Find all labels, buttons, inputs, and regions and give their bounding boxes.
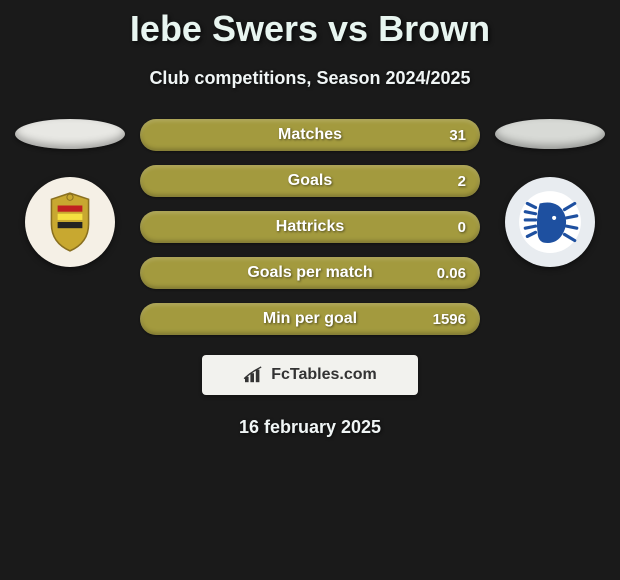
- right-club-crest: [505, 177, 595, 267]
- left-player-column: [10, 119, 130, 267]
- stat-label: Hattricks: [276, 218, 344, 236]
- left-club-crest: [25, 177, 115, 267]
- stat-row-hattricks: Hattricks 0: [140, 211, 480, 243]
- left-player-chip: [15, 119, 125, 149]
- stat-row-goals: Goals 2: [140, 165, 480, 197]
- comparison-row: Matches 31 Goals 2 Hattricks 0 Goals per…: [0, 119, 620, 335]
- stat-row-goals-per-match: Goals per match 0.06: [140, 257, 480, 289]
- right-player-column: [490, 119, 610, 267]
- source-label: FcTables.com: [271, 366, 377, 384]
- stat-label: Goals per match: [247, 264, 372, 282]
- date-label: 16 february 2025: [0, 417, 620, 438]
- head-profile-icon: [517, 189, 583, 255]
- stat-row-matches: Matches 31: [140, 119, 480, 151]
- stat-label: Goals: [288, 172, 332, 190]
- stat-value: 31: [449, 127, 466, 144]
- right-player-chip: [495, 119, 605, 149]
- subtitle: Club competitions, Season 2024/2025: [0, 68, 620, 89]
- stat-value: 0: [458, 219, 466, 236]
- source-badge[interactable]: FcTables.com: [202, 355, 418, 395]
- stats-column: Matches 31 Goals 2 Hattricks 0 Goals per…: [140, 119, 480, 335]
- bar-chart-icon: [243, 366, 265, 384]
- page-title: Iebe Swers vs Brown: [0, 0, 620, 50]
- shield-crest-icon: [37, 189, 103, 255]
- stat-label: Min per goal: [263, 310, 357, 328]
- stat-value: 1596: [433, 311, 466, 328]
- stat-value: 2: [458, 173, 466, 190]
- stat-value: 0.06: [437, 265, 466, 282]
- stat-label: Matches: [278, 126, 342, 144]
- stat-row-min-per-goal: Min per goal 1596: [140, 303, 480, 335]
